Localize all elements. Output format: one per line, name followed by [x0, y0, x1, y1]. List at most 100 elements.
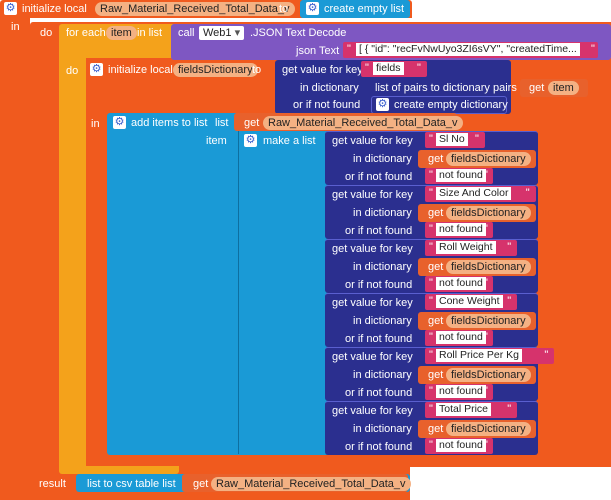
lookup-dict-var[interactable]: fieldsDictionary [446, 206, 531, 220]
quote-open: " [429, 223, 433, 235]
init-local-keyword: initialize local [22, 3, 87, 15]
quote-open: " [429, 241, 433, 253]
for-each-item-var[interactable]: item [106, 26, 137, 40]
make-list-gear-icon[interactable]: ⚙ [244, 134, 257, 147]
create-empty-dict-label: create empty dictionary [394, 99, 508, 111]
for-each-bottom [59, 466, 179, 474]
to-label: to [279, 3, 289, 15]
lookup-in-dict-label: in dictionary [353, 423, 412, 435]
call-label: call [178, 27, 195, 39]
fields-gear-icon[interactable]: ⚙ [90, 63, 103, 76]
lookup-not-found-value[interactable]: not found [436, 331, 486, 344]
lookup-not-found-value[interactable]: not found [436, 223, 486, 236]
quote-close: " [417, 62, 421, 74]
global-var-name[interactable]: Raw_Material_Received_Total_Data_v [95, 2, 295, 16]
quote-close: " [475, 133, 479, 145]
for-each-label: for each [66, 27, 106, 39]
quote-close: " [484, 169, 488, 181]
init-fields-keyword: initialize local [108, 64, 173, 76]
init-fields-body [86, 114, 107, 464]
make-a-list-label: make a list [263, 135, 316, 147]
quote-close: " [484, 223, 488, 235]
lookup-not-found-value[interactable]: not found [436, 277, 486, 290]
lookup-get-label: get [428, 315, 444, 327]
lookup-get-value-label: get value for key [332, 189, 413, 201]
json-decode-method: .JSON Text Decode [250, 27, 347, 39]
fields-not-found-label: or if not found [293, 99, 361, 111]
lookup-not-found-label: or if not found [345, 333, 413, 345]
do-label: do [40, 27, 53, 39]
result-var-name[interactable]: Raw_Material_Received_Total_Data_v [211, 477, 411, 491]
get-list-var-label: get [244, 117, 260, 129]
lookup-key-value[interactable]: Sl No [436, 133, 468, 146]
quote-open: " [429, 439, 433, 451]
lookup-not-found-label: or if not found [345, 387, 413, 399]
lookup-dict-var[interactable]: fieldsDictionary [446, 368, 531, 382]
fields-key-value[interactable]: fields [373, 62, 404, 75]
add-items-item-label: item [206, 135, 227, 147]
lookup-not-found-label: or if not found [345, 279, 413, 291]
add-items-label: add items to list [131, 117, 208, 129]
for-each-do-label: do [66, 65, 79, 77]
quote-open: " [347, 43, 351, 55]
get-list-var-name[interactable]: Raw_Material_Received_Total_Data_v [263, 116, 463, 130]
lookup-get-value-label: get value for key [332, 135, 413, 147]
web-component-dropdown[interactable]: Web1 [199, 26, 245, 40]
fields-in-dict-label: in dictionary [300, 82, 359, 94]
quote-open: " [429, 331, 433, 343]
quote-close: " [507, 295, 512, 307]
mutator-gear-icon[interactable]: ⚙ [4, 2, 17, 15]
quote-open: " [429, 133, 433, 145]
lookup-dict-var[interactable]: fieldsDictionary [446, 260, 531, 274]
make-a-list-block[interactable] [238, 131, 326, 454]
json-text-label: json Text [296, 45, 340, 57]
add-items-list-label: list [215, 117, 229, 129]
result-get-label: get [193, 478, 209, 490]
quote-close: " [484, 277, 488, 289]
quote-close: " [525, 187, 530, 199]
lookup-dict-var[interactable]: fieldsDictionary [446, 314, 531, 328]
lookup-in-dict-label: in dictionary [353, 261, 412, 273]
lookup-not-found-value[interactable]: not found [436, 169, 486, 182]
create-empty-list-block[interactable] [300, 0, 410, 18]
quote-close: " [484, 331, 488, 343]
lookup-dict-var[interactable]: fieldsDictionary [446, 422, 531, 436]
lookup-key-value[interactable]: Cone Weight [436, 295, 503, 308]
lookup-dict-var[interactable]: fieldsDictionary [446, 152, 531, 166]
fields-get-value-label: get value for key [282, 64, 363, 76]
quote-open: " [429, 403, 433, 415]
quote-open: " [429, 277, 433, 289]
lookup-get-value-label: get value for key [332, 297, 413, 309]
lookup-get-value-label: get value for key [332, 405, 413, 417]
lookup-not-found-value[interactable]: not found [436, 439, 486, 452]
lookup-in-dict-label: in dictionary [353, 207, 412, 219]
quote-close: " [507, 241, 512, 253]
lookup-get-value-label: get value for key [332, 243, 413, 255]
lookup-not-found-value[interactable]: not found [436, 385, 486, 398]
lookup-get-label: get [428, 369, 444, 381]
lookup-key-value[interactable]: Roll Weight [436, 241, 496, 254]
init-local-body [0, 18, 30, 500]
lookup-in-dict-label: in dictionary [353, 315, 412, 327]
quote-close: " [591, 43, 595, 55]
quote-open: " [429, 295, 433, 307]
in-label: in [11, 21, 20, 33]
get-item-var[interactable]: item [548, 81, 579, 95]
quote-close: " [484, 385, 488, 397]
lookup-key-value[interactable]: Total Price [436, 403, 492, 416]
quote-close: " [507, 403, 512, 415]
lookup-get-label: get [428, 261, 444, 273]
fields-dict-var[interactable]: fieldsDictionary [173, 63, 258, 77]
list-gear-icon[interactable]: ⚙ [306, 2, 319, 15]
dict-gear-icon[interactable]: ⚙ [376, 98, 389, 111]
fields-to-label: to [252, 64, 262, 76]
lookup-key-value[interactable]: Roll Price Per Kg [436, 349, 522, 362]
list-to-csv-label: list to csv table list [87, 478, 176, 490]
quote-open: " [429, 349, 433, 361]
json-text-value[interactable]: [ { "id": "recFvNwUyo3ZI6sVY", "createdT… [356, 43, 580, 56]
create-empty-list-label: create empty list [324, 3, 405, 15]
quote-open: " [365, 62, 369, 74]
add-items-gear-icon[interactable]: ⚙ [113, 116, 126, 129]
lookup-key-value[interactable]: Size And Color [436, 187, 512, 200]
lookup-in-dict-label: in dictionary [353, 369, 412, 381]
